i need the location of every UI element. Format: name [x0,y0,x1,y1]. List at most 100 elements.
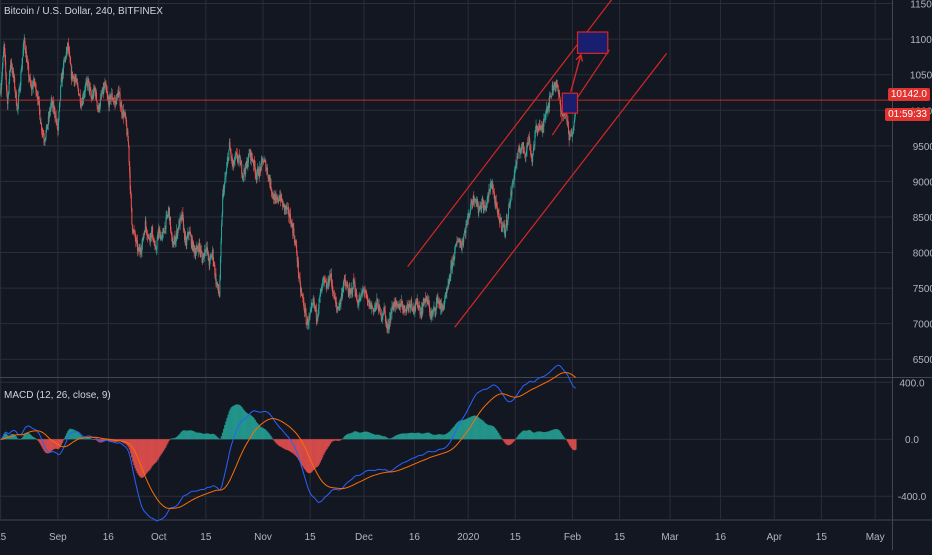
macd-histogram-bar [532,432,535,440]
candle-body [194,251,196,256]
candle-body [164,225,166,233]
macd-histogram-bar [362,432,364,440]
candle-body [169,216,171,221]
macd-histogram-bar [146,439,149,473]
macd-histogram-bar [535,431,538,440]
macd-histogram-bar [275,439,278,444]
candle-body [235,155,237,157]
candle-body [154,244,156,249]
candle-body [250,150,252,161]
macd-histogram-bar [542,432,545,440]
candle-body [14,89,16,93]
y-tick-label: 8500.0 [913,213,932,224]
candle-body [425,299,427,302]
macd-histogram-bar [274,439,277,443]
candle-body [89,87,91,91]
candle-body [381,318,383,320]
candle-body [471,200,473,204]
macd-histogram-bar [480,419,483,440]
macd-histogram-bar [171,438,174,440]
candle-body [444,298,446,305]
macd-histogram-bar [153,439,156,464]
macd-histogram-bar [332,439,335,441]
candle-body [61,77,63,83]
candle-body [6,85,8,96]
candle-body [366,297,368,300]
candle-body [481,201,483,203]
candle-body [35,83,37,94]
candle-body [384,306,386,311]
candle-body [296,245,298,254]
candle-body [224,176,226,179]
macd-histogram-bar [333,439,336,441]
macd-histogram-bar [118,439,121,442]
candle-body [162,232,164,236]
macd-histogram-bar [151,439,153,467]
candle-body [515,163,517,165]
candle-body [525,150,527,155]
candle-body [400,301,402,305]
candle-body [521,144,523,148]
candle-body [545,111,547,114]
macd-histogram-bar [228,411,231,440]
candle-body [283,204,285,210]
candle-body [85,80,87,84]
candle-body [491,184,493,188]
macd-histogram-bar [476,416,478,440]
candle-body [66,46,68,53]
candle-body [65,52,67,59]
candle-body [30,84,32,87]
candle-body [414,310,416,312]
candle-body [390,311,392,321]
macd-histogram-bar [365,431,367,440]
macd-histogram-bar [386,437,389,440]
candle-body [226,162,228,168]
candle-body [435,310,437,312]
macd-histogram-bar [240,406,243,440]
macd-histogram-bar [479,418,482,440]
candle-body [168,207,170,212]
candle-body [374,308,376,310]
candle-body [133,229,135,232]
candle-body [346,285,348,287]
candle-body [546,107,548,112]
candle-body [38,100,40,110]
candle-body [264,160,266,162]
candle-body [548,103,550,108]
candle-body [390,311,392,314]
macd-histogram-bar [459,420,462,440]
macd-histogram-bar [562,436,565,440]
candle-body [28,66,30,78]
candle-body [337,309,339,310]
candle-body [570,131,572,137]
candle-body [254,160,256,167]
candle-body [233,161,235,165]
macd-histogram-bar [356,431,359,440]
candle-body [97,106,99,108]
candle-body [371,305,373,308]
candle-body [50,101,52,107]
candle-body [409,304,411,309]
macd-histogram-bar [498,434,501,440]
candle-body [158,228,160,237]
macd-histogram-bar [411,432,413,440]
macd-histogram-bar [545,431,548,440]
macd-histogram-bar [85,438,87,440]
candle-body [281,201,283,202]
candle-body [223,183,225,193]
macd-histogram-bar [470,416,473,440]
candle-body [142,237,144,240]
y-tick-label: 7000.0 [913,320,932,331]
macd-histogram-bar [14,435,17,440]
macd-histogram-bar [570,439,573,448]
candle-body [291,221,293,227]
candle-body [490,183,492,189]
candle-body [92,94,94,97]
candle-body [42,132,44,135]
macd-histogram-bar [494,428,496,440]
candle-body [468,214,470,219]
candle-body [18,88,20,95]
candle-body [334,296,336,300]
